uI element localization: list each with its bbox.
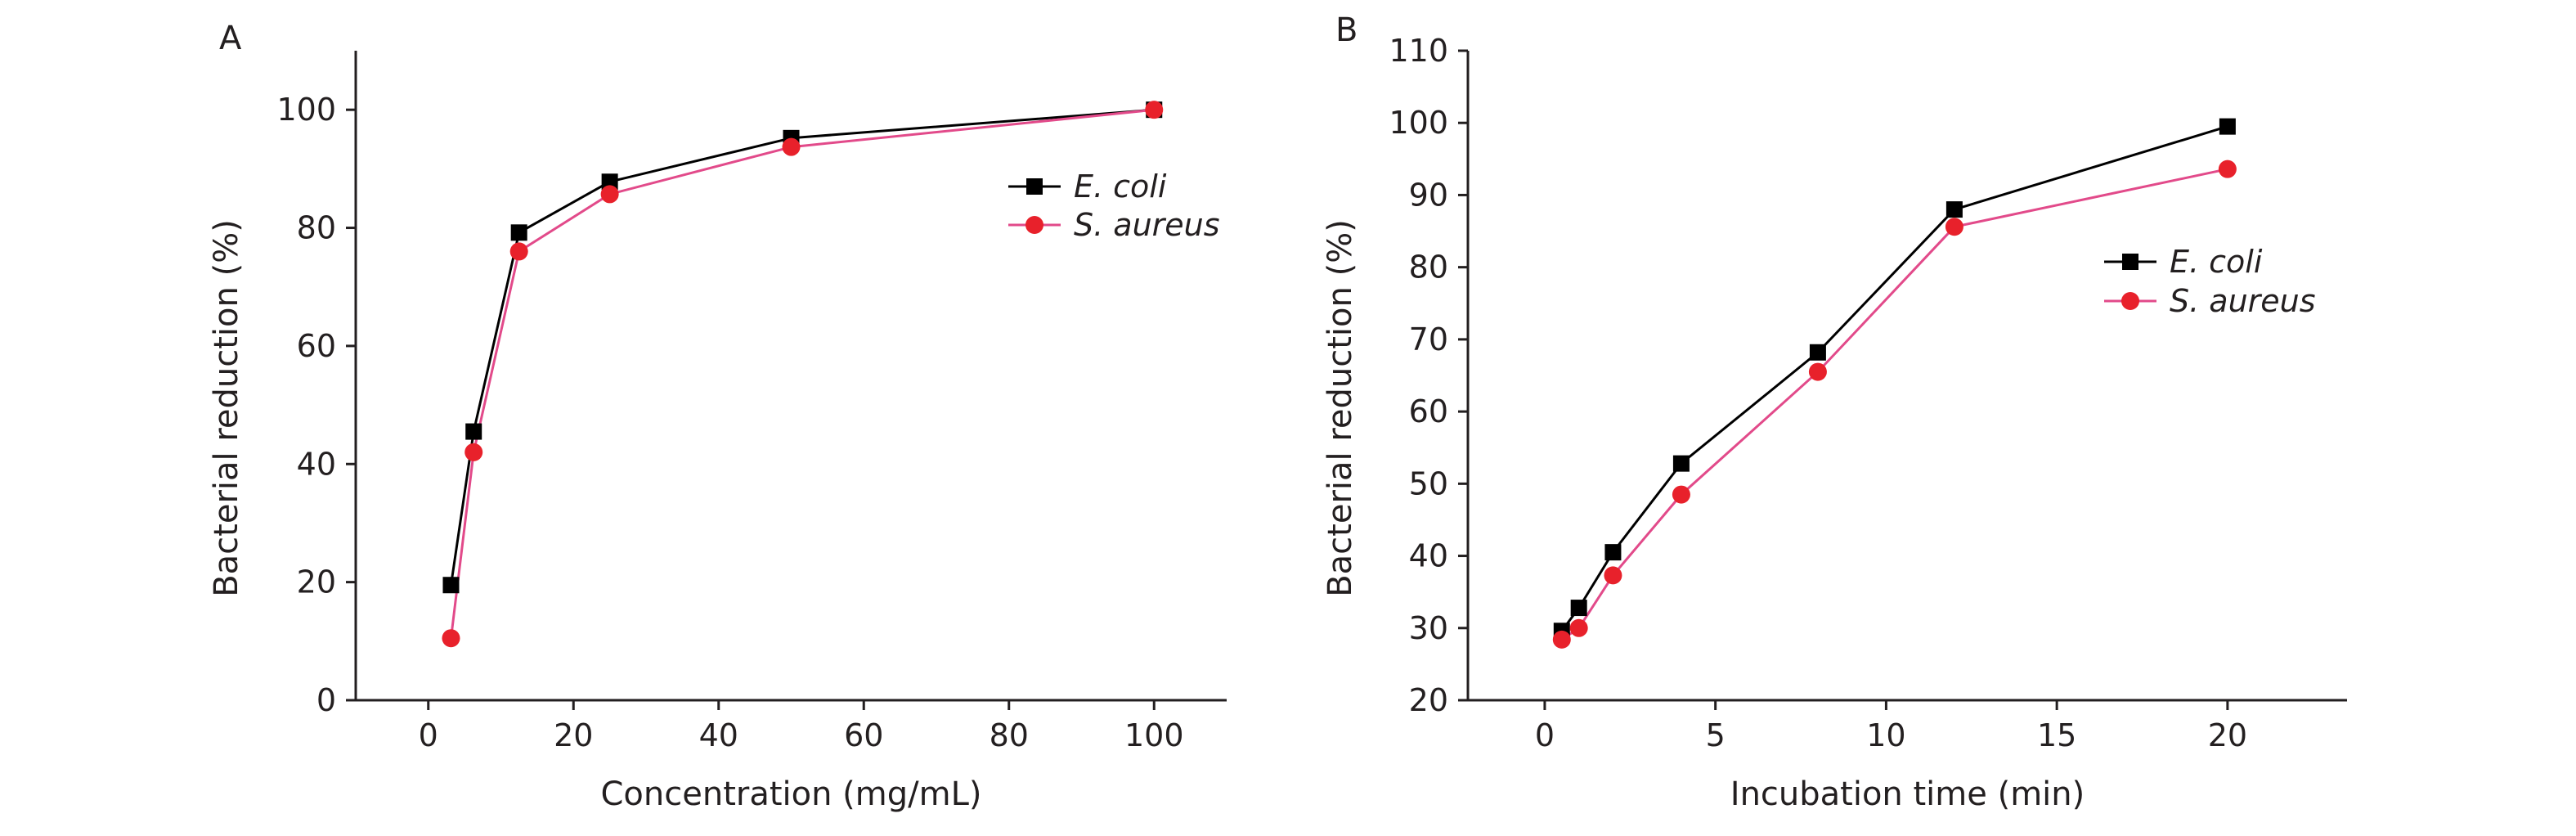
series-points-e-coli [1553,118,2236,640]
y-tick-label: 20 [297,564,336,600]
panel-label: A [219,20,242,57]
x-tick-label: 80 [990,717,1029,753]
x-tick-label: 0 [419,717,438,753]
series-line-e-coli [450,108,1155,586]
data-point [1809,344,1826,361]
y-tick-label: 80 [1409,249,1448,285]
y-tick-label: 80 [297,210,336,246]
data-point [600,185,619,204]
data-point [442,577,460,594]
series-line-s-aureus [1560,168,2228,641]
y-axis-title: Bacterial reduction (%) [1322,219,1359,597]
x-axis-title: Concentration (mg/mL) [601,775,982,813]
data-point [601,173,618,191]
y-tick-label: 50 [1409,465,1448,501]
legend-label: E. coli [1074,169,1167,205]
series-points-s-aureus [442,101,1164,648]
y-tick-label: 40 [297,446,336,482]
legend-label: S. aureus [1074,207,1220,243]
legend-label: S. aureus [2170,283,2316,319]
y-tick-label: 110 [1389,33,1448,69]
data-point [1945,218,1963,236]
data-point [2218,160,2237,178]
y-tick-label: 0 [316,682,336,718]
legend-marker [2121,292,2139,310]
y-tick-label: 30 [1409,610,1448,646]
x-tick-label: 100 [1124,717,1184,753]
x-tick-label: 40 [699,717,738,753]
series-line-s-aureus [450,108,1155,639]
y-tick-label: 60 [1409,393,1448,429]
chart-panel-a: A 0 20 40 60 80 100 0 20 40 60 80 100 Concentration (… [208,20,1227,813]
data-point [1569,618,1588,637]
x-tick-label: 0 [1535,717,1555,753]
chart-panel-b: B 20 30 40 50 60 70 80 90 100 110 0 5 10 15 20 Incubatio… [1322,11,2347,813]
data-point [1570,600,1587,617]
legend-marker [2122,254,2138,270]
series-line-e-coli [1560,125,2228,632]
data-point [510,224,527,241]
data-point [1672,485,1690,504]
x-tick-label: 15 [2037,717,2076,753]
x-tick-label: 5 [1706,717,1726,753]
legend-marker [1025,216,1043,234]
series-points-s-aureus [1552,160,2237,649]
y-tick-label: 100 [276,92,336,128]
y-tick-label: 70 [1409,321,1448,357]
x-tick-label: 10 [1866,717,1905,753]
y-axis-title: Bacterial reduction (%) [208,219,245,597]
data-point [465,423,482,440]
y-tick-label: 90 [1409,177,1448,213]
data-point [1604,544,1622,561]
data-point [2219,118,2236,135]
data-point [1672,455,1690,472]
y-tick-label: 100 [1389,105,1448,141]
data-point [464,443,483,461]
legend-label: E. coli [2170,244,2263,280]
y-tick-label: 60 [297,328,336,364]
x-axis-title: Incubation time (min) [1730,775,2085,813]
data-point [1552,630,1571,649]
data-point [1808,362,1827,381]
y-tick-label: 40 [1409,538,1448,574]
data-point [782,137,801,156]
data-point [1945,201,1963,218]
y-tick-label: 20 [1409,682,1448,718]
data-point [509,242,528,261]
series-points-e-coli [442,101,1163,594]
panel-label: B [1335,11,1358,49]
data-point [442,629,460,648]
x-tick-label: 60 [844,717,883,753]
data-point [1145,101,1164,119]
legend-marker [1026,178,1043,195]
x-tick-label: 20 [554,717,593,753]
x-tick-label: 20 [2208,717,2247,753]
data-point [1604,566,1622,585]
